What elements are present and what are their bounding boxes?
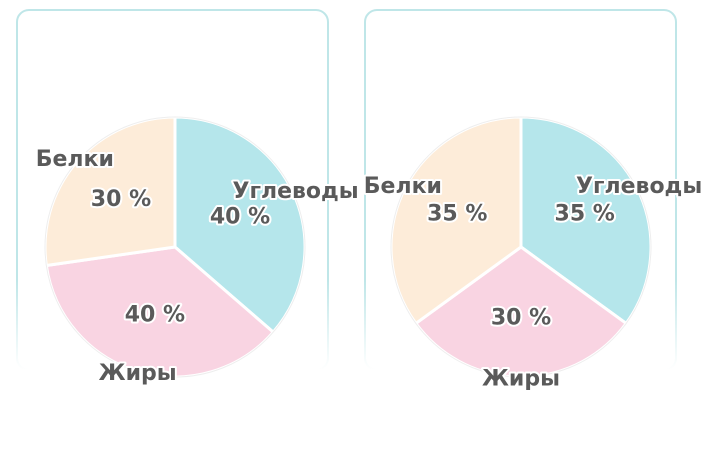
value-label: 30 %: [91, 187, 151, 212]
category-label: Белки: [36, 147, 114, 172]
category-label: Углеводы: [233, 179, 359, 204]
value-label: 40 %: [125, 303, 185, 328]
value-label: 35 %: [555, 202, 615, 227]
pie-outline: [44, 116, 306, 378]
category-label: Белки: [364, 174, 442, 199]
value-label: 40 %: [210, 204, 270, 229]
value-label: 30 %: [491, 306, 551, 331]
category-label: Жиры: [99, 361, 177, 386]
value-label: 35 %: [427, 202, 487, 227]
category-label: Углеводы: [576, 174, 702, 199]
category-label: Жиры: [482, 367, 560, 392]
pie-outline: [390, 116, 652, 378]
